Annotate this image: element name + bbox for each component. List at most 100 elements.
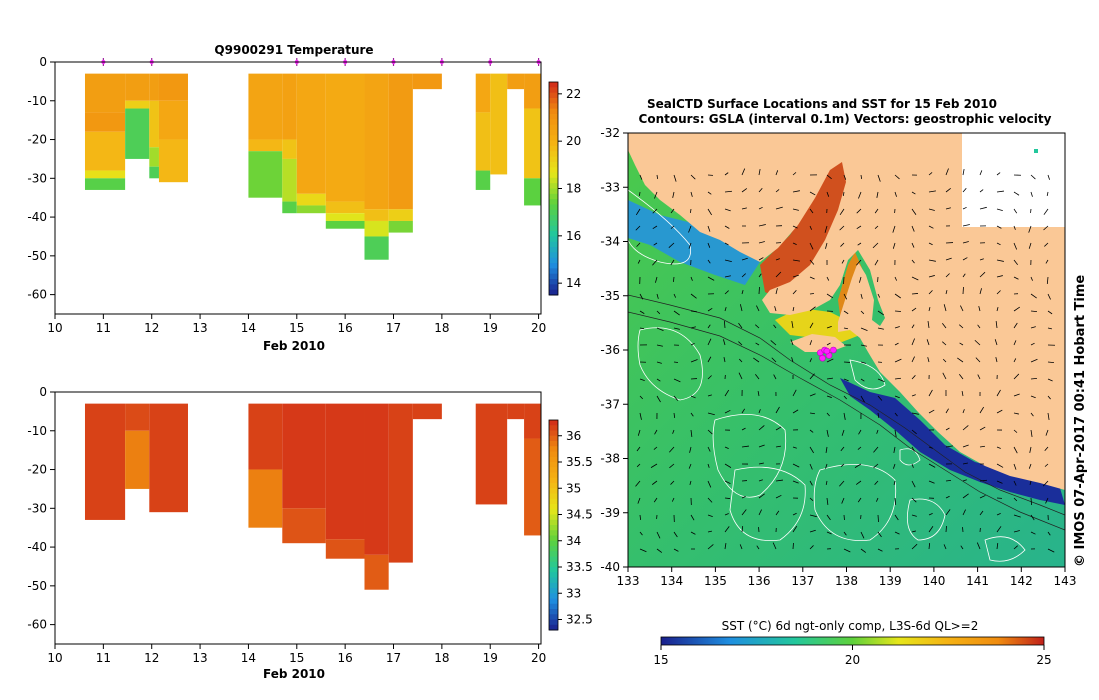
velocity-vector (690, 191, 693, 197)
velocity-vector (894, 412, 898, 417)
velocity-vector (825, 480, 828, 485)
y-tick-label: -40 (27, 540, 47, 554)
velocity-vector (860, 327, 868, 332)
velocity-vector (1046, 276, 1049, 285)
temperature-colorbar: 22 20 18 16 14 (548, 81, 581, 296)
velocity-vector (724, 513, 729, 516)
velocity-vector (741, 525, 744, 533)
velocity-vector (775, 206, 783, 210)
map-y-tick-label: -39 (600, 506, 620, 520)
velocity-vector (790, 339, 794, 346)
velocity-vector (809, 306, 816, 312)
velocity-vector (1013, 480, 1017, 486)
velocity-vector (707, 480, 712, 488)
velocity-vector (928, 446, 933, 449)
velocity-vector (945, 480, 952, 482)
velocity-vector (792, 480, 799, 484)
velocity-vector (928, 259, 936, 262)
velocity-vector (927, 357, 930, 363)
data-cell (282, 73, 297, 140)
velocity-vector (809, 480, 813, 486)
colorbar-tick-label: 18 (566, 182, 581, 196)
colorbar-segment (549, 535, 558, 542)
velocity-vector (894, 497, 897, 506)
velocity-vector (877, 327, 884, 330)
colorbar-tick-label: 16 (566, 229, 581, 243)
velocity-vector (1013, 322, 1018, 329)
velocity-vector (690, 310, 697, 313)
velocity-vector (775, 510, 780, 516)
velocity-vector (996, 225, 1002, 229)
colorbar-segment (549, 108, 558, 115)
velocity-vector (962, 509, 966, 516)
velocity-vector (707, 338, 712, 346)
data-cell (524, 108, 541, 179)
velocity-vector (841, 259, 845, 264)
velocity-vector (874, 480, 879, 485)
map-y-tick-label: -38 (600, 452, 620, 466)
velocity-vector (650, 463, 658, 468)
velocity-vector (894, 514, 899, 521)
data-cell (507, 403, 525, 420)
velocity-vector (809, 373, 815, 380)
data-cell (248, 469, 283, 528)
velocity-vector (669, 446, 675, 453)
velocity-vector (928, 275, 935, 278)
velocity-vector (809, 322, 814, 329)
x-tick-label: 14 (241, 651, 256, 665)
velocity-vector (656, 327, 664, 332)
velocity-vector (945, 273, 950, 278)
colorbar-tick-label: 34.5 (566, 508, 593, 522)
velocity-vector (996, 526, 1002, 533)
velocity-vector (656, 344, 663, 347)
velocity-vector (872, 242, 879, 249)
velocity-vector (979, 426, 986, 431)
velocity-vector (826, 276, 830, 281)
velocity-vector (774, 306, 777, 312)
velocity-vector (839, 208, 845, 216)
velocity-vector (962, 409, 965, 414)
velocity-vector (656, 531, 661, 539)
velocity-vector (945, 408, 949, 414)
velocity-vector (1047, 548, 1055, 553)
velocity-vector (892, 242, 896, 249)
velocity-vector (739, 304, 743, 312)
velocity-vector (962, 241, 969, 244)
x-tick-label: 17 (386, 651, 401, 665)
colorbar-tick-label: 35.5 (566, 455, 593, 469)
velocity-vector (775, 479, 783, 482)
velocity-vector (792, 242, 797, 246)
velocity-vector (690, 514, 695, 521)
velocity-vector (843, 378, 849, 382)
velocity-vector (689, 480, 692, 485)
spencer-gulf-water (760, 160, 848, 300)
colorbar-segment (549, 441, 558, 447)
velocity-vector (979, 271, 986, 278)
velocity-vector (839, 480, 845, 487)
colorbar-segment (549, 156, 558, 163)
colorbar-segment (549, 420, 558, 426)
velocity-vector (843, 395, 847, 400)
velocity-vector (707, 308, 713, 312)
velocity-vector (979, 479, 988, 482)
map-x-tick-label: 138 (835, 574, 858, 588)
velocity-vector (1045, 429, 1049, 436)
colorbar-segment (549, 609, 558, 615)
velocity-vector (945, 495, 950, 499)
x-tick-label: 11 (96, 321, 111, 335)
velocity-vector (1013, 393, 1020, 397)
data-cell (158, 139, 188, 183)
velocity-vector (996, 208, 1003, 212)
velocity-vector (809, 259, 815, 265)
velocity-vector (928, 512, 933, 516)
velocity-vector (945, 207, 951, 210)
velocity-vector (874, 259, 879, 266)
sst-colorbar: SST (°C) 6d ngt-only comp, L3S-6d QL>=2 … (653, 619, 1051, 667)
velocity-vector (809, 514, 817, 518)
colorbar-tick-label: 33.5 (566, 560, 593, 574)
velocity-vector (741, 427, 746, 431)
velocity-vector (652, 208, 658, 214)
velocity-vector (979, 406, 985, 414)
colorbar-segment (549, 483, 558, 489)
velocity-vector (911, 259, 915, 264)
